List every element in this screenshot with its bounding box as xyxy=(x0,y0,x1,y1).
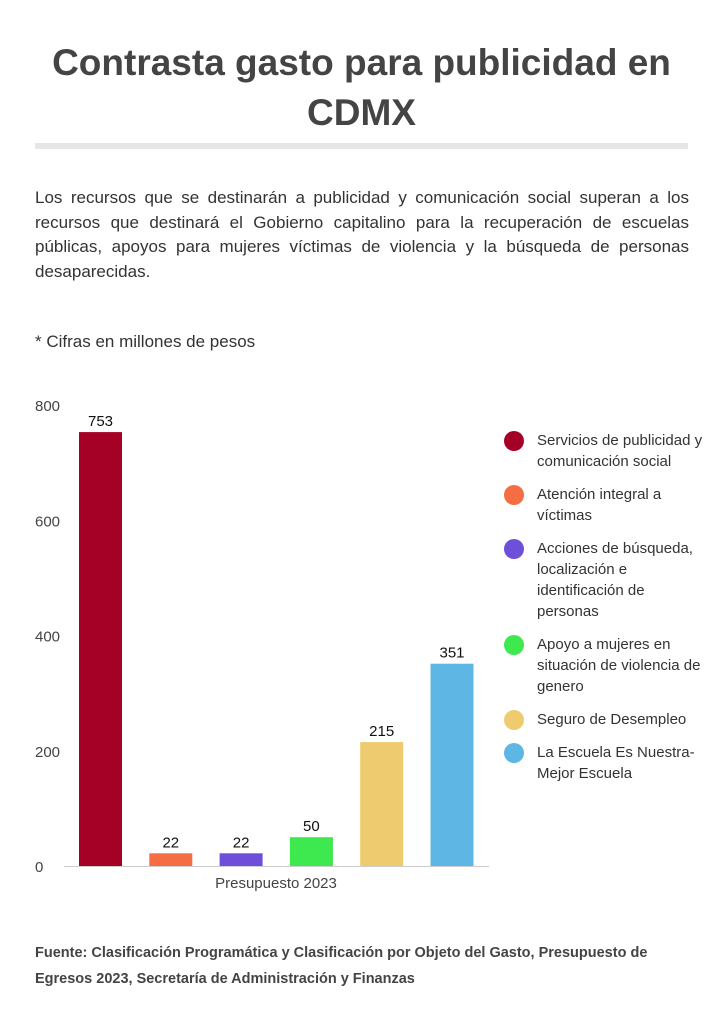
legend-label: Seguro de Desempleo xyxy=(537,711,687,728)
legend-label: Acciones de búsqueda, localización e ide… xyxy=(537,540,693,620)
legend: Servicios de publicidad y comunicación s… xyxy=(504,430,704,796)
bar-chart: 0 200 400 600 800 753 22 22 50 215 351 Presupuest… xyxy=(35,398,489,892)
y-tick-label: 800 xyxy=(35,398,60,415)
bar-value-label: 50 xyxy=(303,818,320,835)
legend-item: Apoyo a mujeres en situación de violenci… xyxy=(504,634,704,697)
bar xyxy=(219,853,263,866)
y-tick-label: 600 xyxy=(35,513,60,530)
bar-value-label: 351 xyxy=(439,645,464,662)
legend-item: Atención integral a víctimas xyxy=(504,484,704,526)
legend-swatch xyxy=(504,485,524,505)
source-note: Fuente: Clasificación Programática y Cla… xyxy=(35,945,648,987)
units-note: * Cifras en millones de pesos xyxy=(35,332,256,351)
bars-group: 753 22 22 50 215 351 xyxy=(79,413,474,866)
y-tick-label: 0 xyxy=(35,859,43,876)
y-tick-label: 200 xyxy=(35,744,60,761)
bar-value-label: 215 xyxy=(369,723,394,740)
bar xyxy=(149,853,193,866)
legend-swatch xyxy=(504,635,524,655)
bar xyxy=(360,742,404,866)
y-tick-label: 400 xyxy=(35,629,60,646)
y-axis: 0 200 400 600 800 xyxy=(35,398,60,876)
chart-description: Los recursos que se destinarán a publici… xyxy=(35,188,689,281)
legend-label: Atención integral a víctimas xyxy=(537,486,662,524)
legend-label: Servicios de publicidad y comunicación s… xyxy=(537,432,703,470)
legend-item: Acciones de búsqueda, localización e ide… xyxy=(504,538,704,622)
legend-item: La Escuela Es Nuestra-Mejor Escuela xyxy=(504,742,704,784)
legend-label: Apoyo a mujeres en situación de violenci… xyxy=(537,636,701,695)
legend-swatch xyxy=(504,743,524,763)
chart-title: Contrasta gasto para publicidad en CDMX xyxy=(52,42,671,133)
legend-swatch xyxy=(504,431,524,451)
title-divider xyxy=(35,143,688,149)
bar-value-label: 22 xyxy=(162,834,179,851)
bar xyxy=(430,663,474,866)
bar xyxy=(289,837,333,866)
bar-value-label: 22 xyxy=(233,834,250,851)
legend-swatch xyxy=(504,539,524,559)
x-category-label: Presupuesto 2023 xyxy=(215,875,337,892)
legend-item: Servicios de publicidad y comunicación s… xyxy=(504,430,704,472)
bar xyxy=(79,432,122,866)
legend-label: La Escuela Es Nuestra-Mejor Escuela xyxy=(537,744,695,782)
legend-swatch xyxy=(504,710,524,730)
legend-item: Seguro de Desempleo xyxy=(504,709,704,730)
bar-value-label: 753 xyxy=(88,413,113,430)
